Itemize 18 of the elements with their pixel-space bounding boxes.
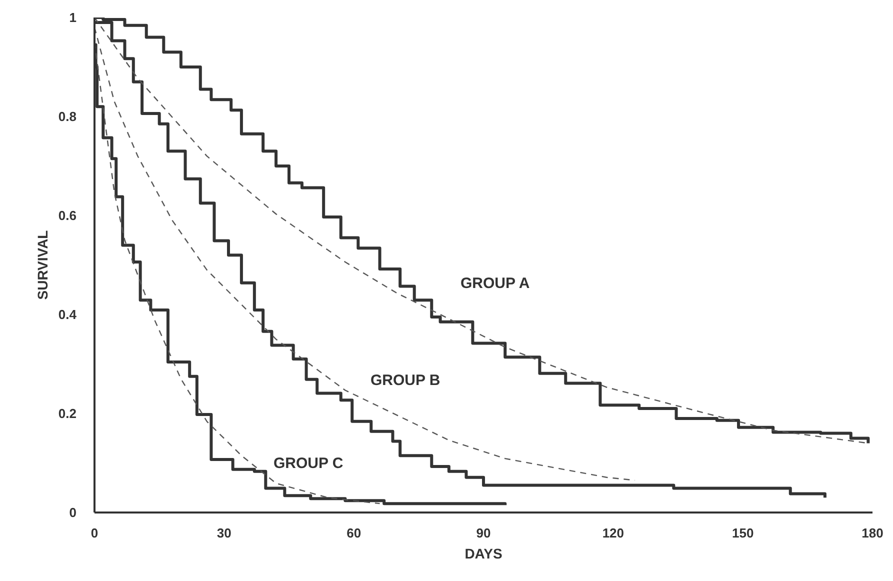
x-tick-label: 0 <box>90 526 98 540</box>
annotation: GROUP B <box>370 372 440 389</box>
x-tick-label: 180 <box>862 526 884 540</box>
annotation: GROUP C <box>274 455 344 472</box>
y-tick-label: 1 <box>69 10 77 25</box>
x-tick-label: 60 <box>346 526 362 540</box>
annotation: GROUP A <box>460 275 530 292</box>
x-tick-label: 90 <box>476 526 491 540</box>
x-axis-title: DAYS <box>464 546 502 562</box>
y-tick-label: 0.4 <box>58 307 78 322</box>
y-tick-label: 0.8 <box>58 109 77 124</box>
y-tick-label: 0.2 <box>58 406 77 421</box>
x-tick-label: 150 <box>732 526 754 540</box>
x-tick-label: 30 <box>216 526 232 540</box>
y-tick-label: 0.6 <box>58 208 77 223</box>
y-tick-label: 0 <box>69 505 77 520</box>
x-tick-label: 120 <box>602 526 624 540</box>
y-axis-title: SURVIVAL <box>34 230 50 300</box>
